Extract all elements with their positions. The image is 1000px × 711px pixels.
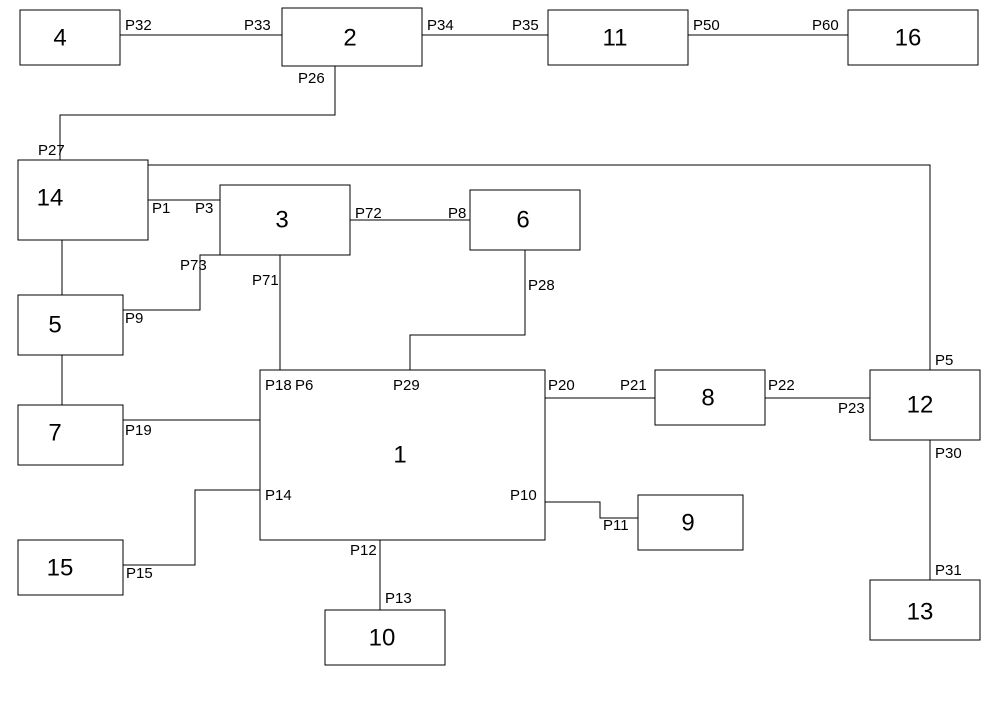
node-16: 16 — [848, 10, 978, 65]
node-label-11: 11 — [603, 25, 628, 52]
node-label-16: 16 — [895, 25, 922, 52]
port-P32: P32 — [125, 17, 152, 34]
node-6: 6 — [470, 190, 580, 250]
node-label-6: 6 — [516, 207, 529, 234]
edge-11 — [410, 250, 525, 370]
port-P14: P14 — [265, 487, 292, 504]
port-P8: P8 — [448, 205, 466, 222]
node-label-10: 10 — [369, 625, 396, 652]
node-10: 10 — [325, 610, 445, 665]
edge-3 — [60, 66, 335, 160]
port-P22: P22 — [768, 377, 795, 394]
port-P20: P20 — [548, 377, 575, 394]
port-P10: P10 — [510, 487, 537, 504]
port-P30: P30 — [935, 445, 962, 462]
port-P73: P73 — [180, 257, 207, 274]
port-P12: P12 — [350, 542, 377, 559]
port-P34: P34 — [427, 17, 454, 34]
node-label-7: 7 — [48, 420, 61, 447]
node-11: 11 — [548, 10, 688, 65]
node-label-1: 1 — [393, 442, 406, 469]
port-P26: P26 — [298, 70, 325, 87]
port-P23: P23 — [838, 400, 865, 417]
port-P31: P31 — [935, 562, 962, 579]
port-P5: P5 — [935, 352, 953, 369]
port-P18: P18 — [265, 377, 292, 394]
port-P6: P6 — [295, 377, 313, 394]
node-label-3: 3 — [275, 207, 288, 234]
port-P21: P21 — [620, 377, 647, 394]
node-4: 4 — [20, 10, 120, 65]
port-P3: P3 — [195, 200, 213, 217]
port-P27: P27 — [38, 142, 65, 159]
port-P13: P13 — [385, 590, 412, 607]
port-P1: P1 — [152, 200, 170, 217]
node-label-4: 4 — [53, 25, 66, 52]
block-diagram: 4 2 11 16 14 3 6 5 7 1 8 12 9 15 10 13 P32 P33 P34 P35 P50 P… — [0, 0, 1000, 711]
port-P9: P9 — [125, 310, 143, 327]
node-12: 12 — [870, 370, 980, 440]
nodes-layer: 4 2 11 16 14 3 6 5 7 1 8 12 9 15 10 13 — [18, 8, 980, 665]
port-P19: P19 — [125, 422, 152, 439]
node-label-5: 5 — [48, 312, 61, 339]
edge-16 — [545, 502, 638, 518]
node-label-8: 8 — [701, 385, 714, 412]
node-label-14: 14 — [37, 185, 64, 212]
node-box-4 — [20, 10, 120, 65]
port-P29: P29 — [393, 377, 420, 394]
port-P35: P35 — [512, 17, 539, 34]
port-P11: P11 — [603, 517, 629, 534]
edge-18 — [123, 490, 260, 565]
node-7: 7 — [18, 405, 123, 465]
node-label-2: 2 — [343, 25, 356, 52]
port-P60: P60 — [812, 17, 839, 34]
port-P71: P71 — [252, 272, 279, 289]
node-3: 3 — [220, 185, 350, 255]
port-P50: P50 — [693, 17, 720, 34]
node-label-15: 15 — [47, 555, 74, 582]
node-8: 8 — [655, 370, 765, 425]
node-14: 14 — [18, 160, 148, 240]
node-label-9: 9 — [681, 510, 694, 537]
node-1: 1 — [260, 370, 545, 540]
node-13: 13 — [870, 580, 980, 640]
port-P72: P72 — [355, 205, 382, 222]
node-label-13: 13 — [907, 599, 934, 626]
port-P28: P28 — [528, 277, 555, 294]
port-P33: P33 — [244, 17, 271, 34]
node-9: 9 — [638, 495, 743, 550]
node-15: 15 — [18, 540, 123, 595]
node-label-12: 12 — [907, 392, 934, 419]
node-box-7 — [18, 405, 123, 465]
node-2: 2 — [282, 8, 422, 66]
node-5: 5 — [18, 295, 123, 355]
port-P15: P15 — [126, 565, 153, 582]
node-box-5 — [18, 295, 123, 355]
